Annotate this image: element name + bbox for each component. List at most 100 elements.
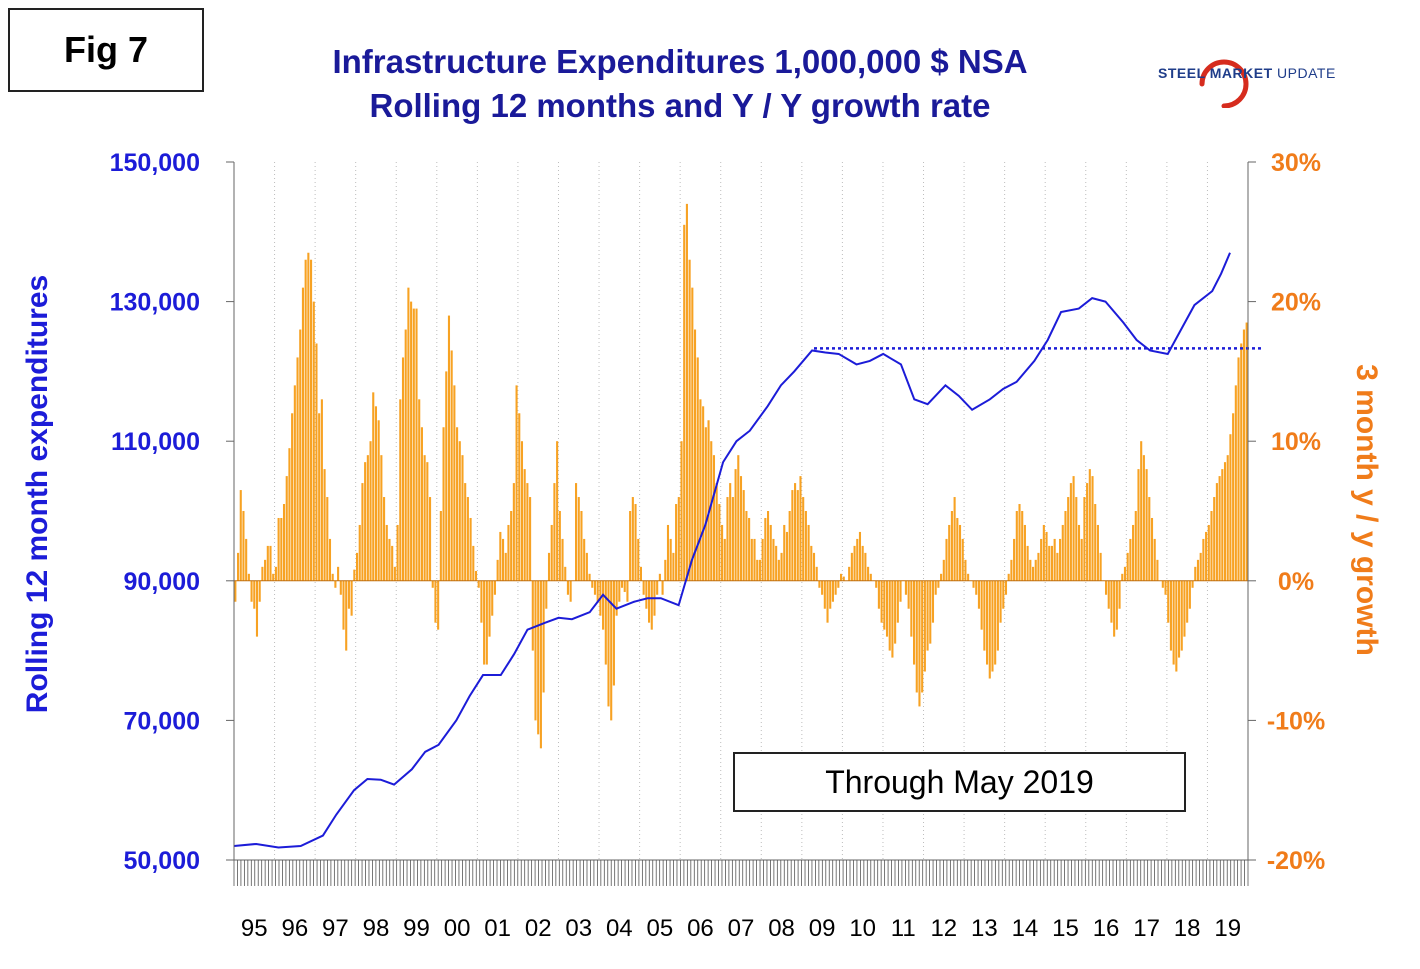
growth-bar	[383, 497, 386, 581]
expenditures-line	[233, 252, 1231, 849]
chart-title-line2: Rolling 12 months and Y / Y growth rate	[369, 87, 991, 124]
growth-bar	[899, 580, 902, 602]
growth-bar	[1202, 538, 1205, 581]
growth-bar	[1175, 580, 1178, 672]
x-tick-label: 04	[606, 915, 633, 942]
growth-bar	[542, 580, 545, 693]
left-tick-label: 50,000	[124, 847, 200, 875]
left-tick-label: 150,000	[110, 149, 200, 177]
growth-bar	[750, 538, 753, 581]
growth-bar	[856, 538, 859, 581]
growth-bar	[837, 580, 840, 588]
growth-bar	[1245, 322, 1248, 581]
growth-bar	[940, 573, 943, 581]
left-tick-label: 70,000	[124, 707, 200, 735]
growth-bar	[428, 497, 432, 581]
growth-bar	[934, 580, 937, 595]
growth-bar	[1104, 580, 1108, 595]
growth-bar	[867, 566, 870, 581]
growth-bar	[1069, 483, 1072, 581]
growth-bar	[1075, 497, 1078, 581]
growth-bar	[472, 545, 475, 581]
growth-bar	[672, 552, 675, 581]
growth-bar	[412, 308, 415, 581]
growth-bar	[442, 427, 445, 581]
growth-bar	[391, 545, 394, 581]
growth-bar	[531, 580, 534, 651]
growth-bar	[453, 385, 456, 581]
growth-bar	[896, 580, 899, 623]
growth-bar	[458, 441, 461, 581]
growth-bar	[1132, 524, 1135, 581]
growth-bar	[834, 580, 837, 595]
growth-bar	[593, 580, 597, 595]
growth-bar	[1188, 580, 1191, 609]
growth-bar	[1161, 580, 1164, 588]
growth-bar	[980, 580, 983, 630]
growth-bar	[1080, 538, 1083, 581]
left-tick-label: 130,000	[110, 289, 200, 317]
growth-bar	[1210, 511, 1213, 581]
x-tick-label: 02	[525, 915, 552, 942]
growth-bar	[712, 455, 716, 581]
growth-bar	[1218, 476, 1221, 581]
growth-bar	[680, 441, 683, 581]
x-tick-label: 06	[687, 915, 714, 942]
growth-bar	[1053, 538, 1056, 581]
growth-bar	[880, 580, 883, 623]
growth-bar	[1223, 462, 1227, 581]
growth-bar	[942, 559, 945, 581]
growth-bar	[818, 580, 821, 588]
right-tick-label: -20%	[1267, 847, 1325, 875]
growth-bar	[485, 580, 488, 665]
growth-bar	[864, 552, 867, 581]
growth-bar	[1215, 483, 1218, 581]
growth-bar	[1013, 538, 1016, 581]
growth-bar	[1229, 434, 1232, 581]
x-tick-label: 16	[1093, 915, 1120, 942]
growth-bar	[858, 531, 862, 581]
growth-bar	[650, 580, 653, 630]
growth-bar	[1113, 580, 1116, 637]
growth-bar	[753, 538, 756, 581]
x-tick-label: 11	[891, 915, 916, 942]
growth-bar	[931, 580, 935, 623]
growth-bar	[739, 476, 743, 581]
growth-bar	[447, 315, 451, 581]
growth-bar	[523, 469, 526, 581]
growth-bar	[688, 259, 691, 581]
growth-bar	[761, 538, 764, 581]
growth-bar	[615, 580, 618, 616]
growth-bar	[423, 455, 426, 581]
growth-bar	[794, 483, 797, 581]
growth-bar	[1077, 524, 1081, 581]
right-tick-label: 30%	[1271, 149, 1321, 177]
growth-bar	[237, 552, 240, 581]
growth-bar	[975, 580, 978, 595]
growth-bar	[826, 580, 829, 623]
growth-bar	[831, 580, 834, 602]
growth-bar	[255, 580, 259, 637]
growth-bar	[339, 580, 342, 595]
growth-bar	[804, 511, 807, 581]
growth-bar	[910, 580, 913, 637]
left-tick-label: 110,000	[111, 428, 200, 456]
x-tick-label: 99	[403, 915, 430, 942]
growth-bar	[545, 580, 548, 609]
growth-bar	[1107, 580, 1110, 609]
growth-bar	[658, 573, 661, 581]
growth-bar	[437, 580, 440, 630]
growth-bar	[764, 517, 767, 581]
growth-bar	[477, 580, 480, 588]
growth-bar	[766, 511, 770, 581]
growth-bar	[410, 301, 413, 581]
growth-bar	[461, 455, 464, 581]
growth-bar	[564, 566, 567, 581]
growth-bar	[491, 580, 494, 616]
growth-bar	[253, 580, 256, 609]
growth-bar	[288, 448, 291, 581]
growth-bar	[967, 573, 970, 581]
growth-bar	[345, 580, 348, 651]
growth-bar	[264, 559, 267, 581]
